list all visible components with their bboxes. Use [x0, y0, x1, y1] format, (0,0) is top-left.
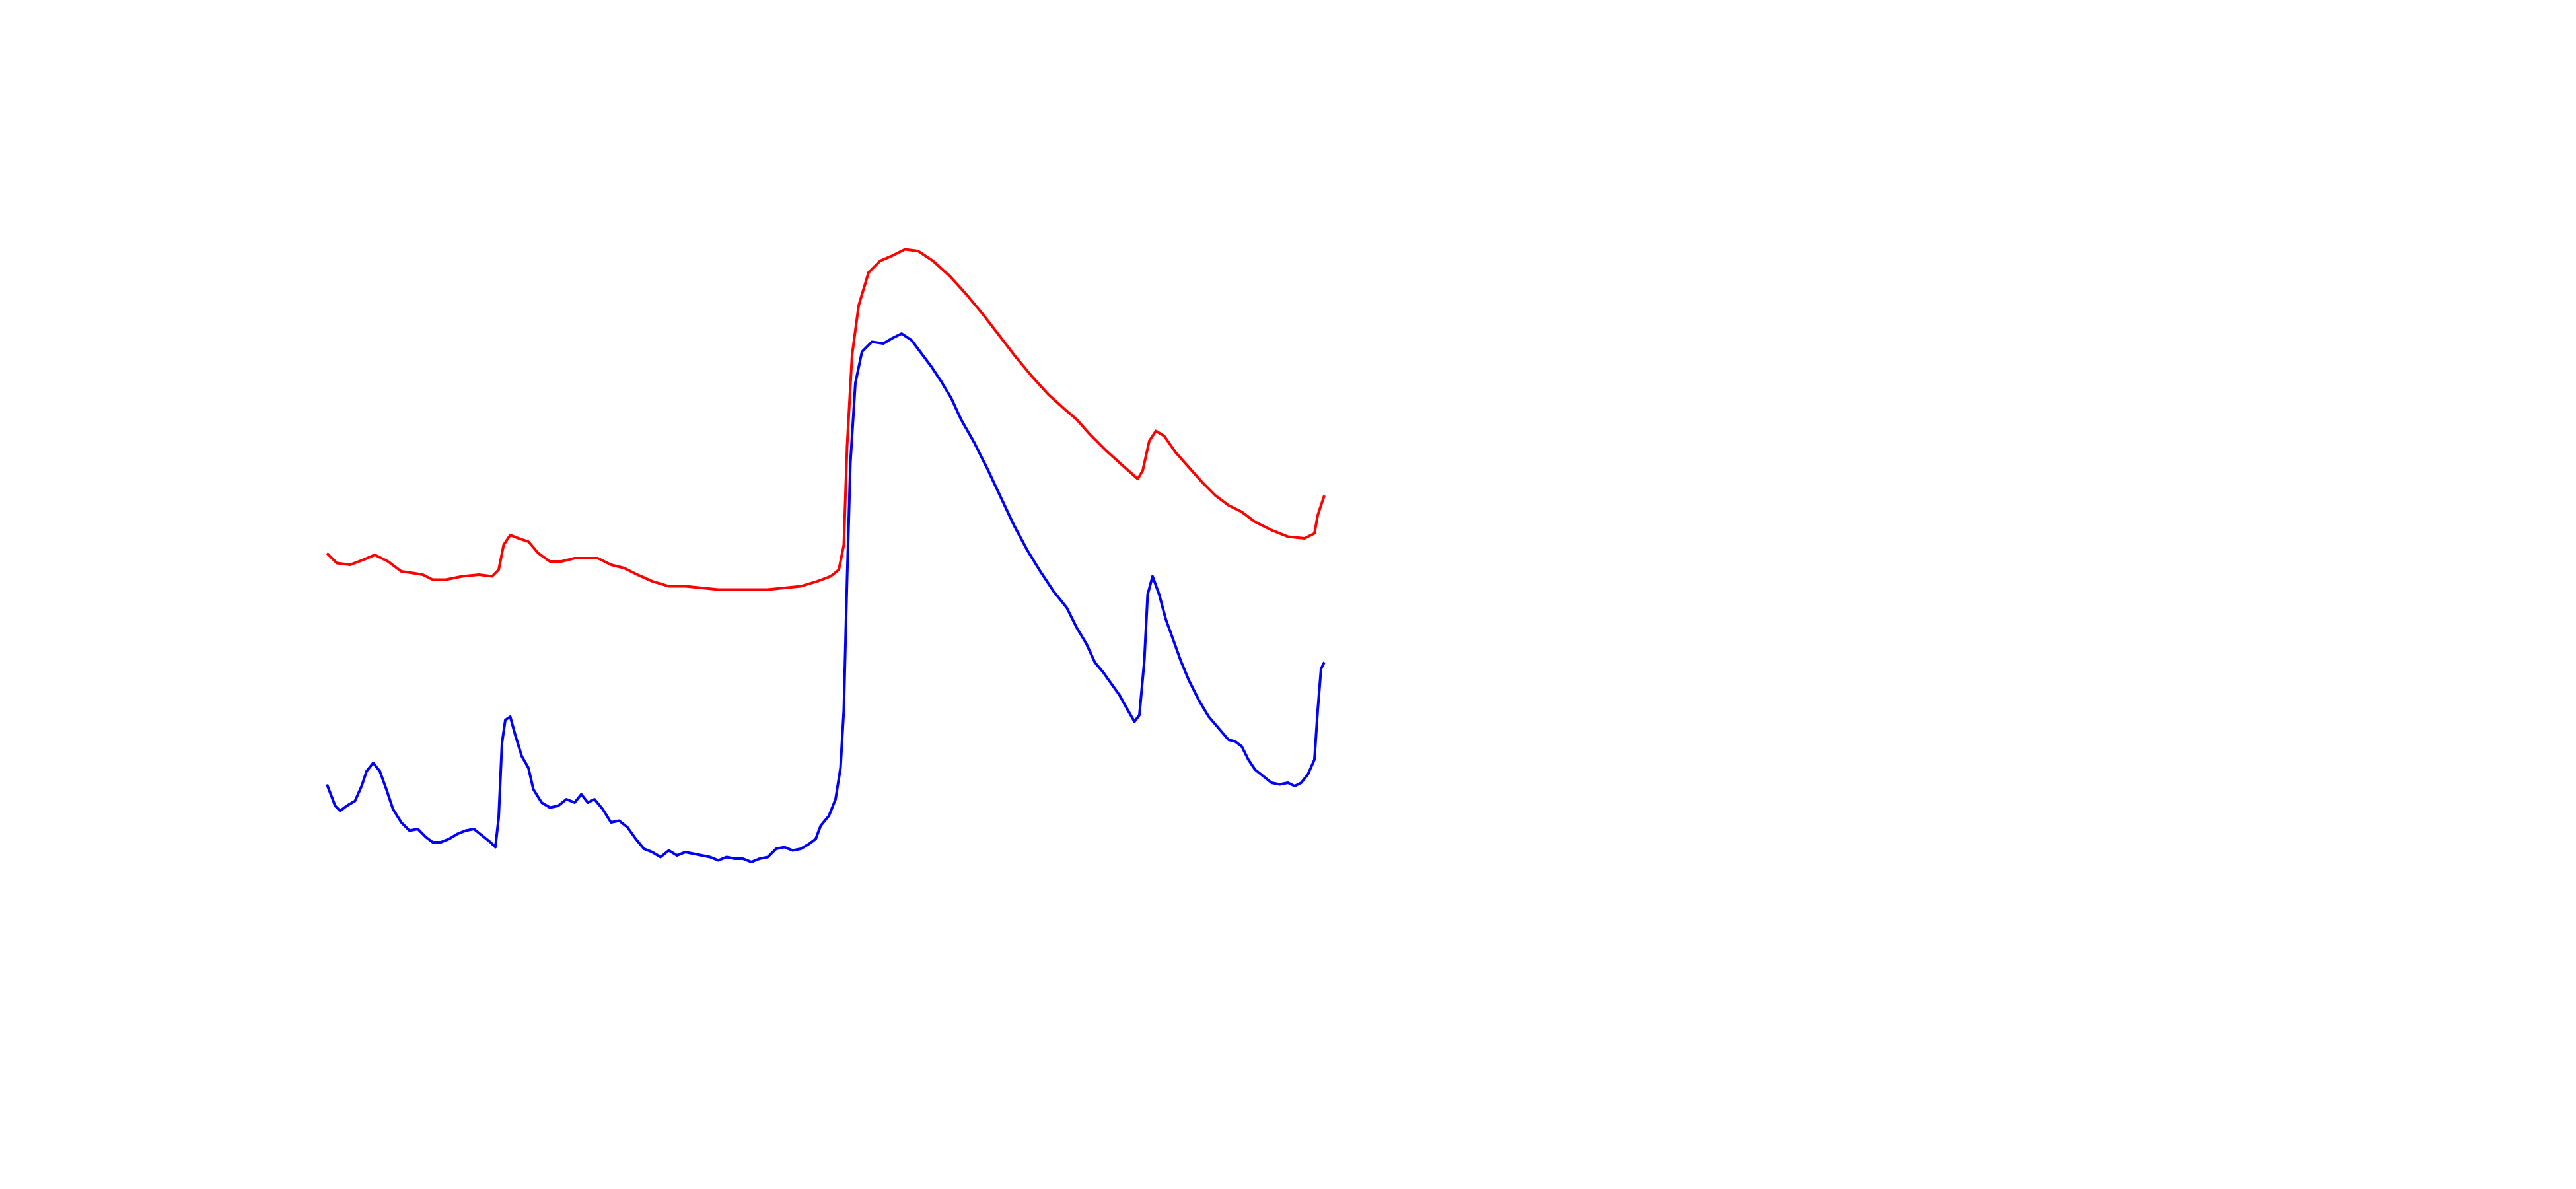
data-line [326, 248, 1326, 591]
data-line [326, 332, 1326, 863]
